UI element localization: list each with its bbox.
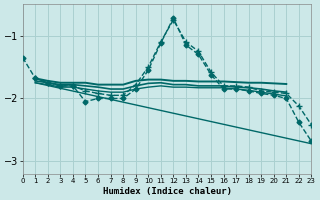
X-axis label: Humidex (Indice chaleur): Humidex (Indice chaleur): [102, 187, 232, 196]
